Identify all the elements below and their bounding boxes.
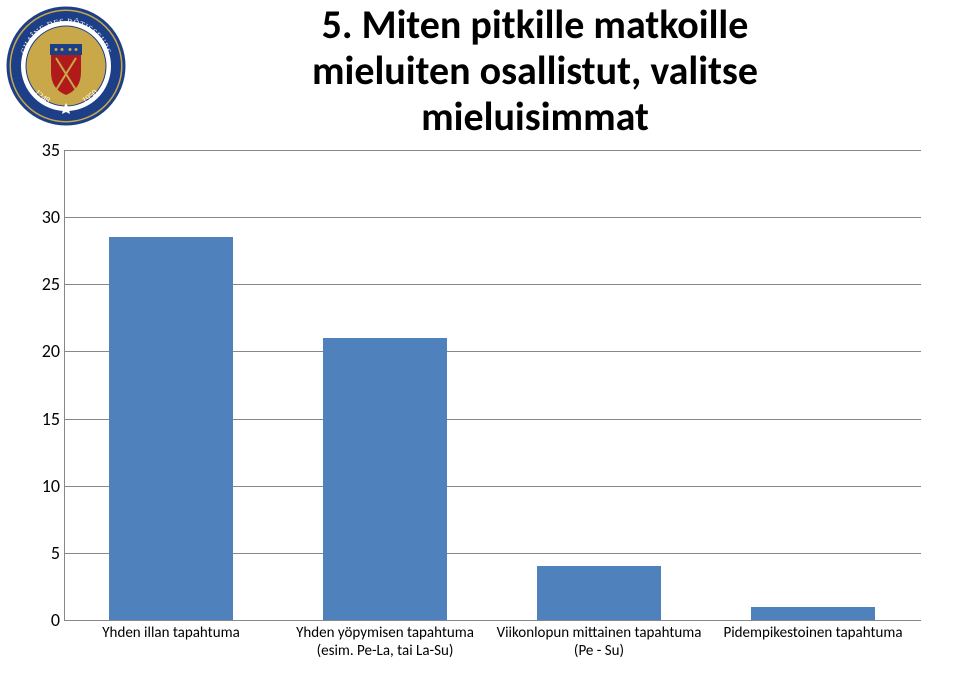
x-tick-label: Yhden illan tapahtuma xyxy=(64,624,278,642)
y-tick-label: 0 xyxy=(30,609,60,631)
x-tick-label: Pidempikestoinen tapahtuma xyxy=(706,624,920,642)
bar xyxy=(751,607,875,620)
x-tick-label: Yhden yöpymisen tapahtuma (esim. Pe-La, … xyxy=(278,624,492,660)
slide: CHAÎNE DES RÔTISSEURS 1248 1950 5. Miten… xyxy=(0,0,960,686)
y-tick-label: 30 xyxy=(30,206,60,228)
y-tick-label: 15 xyxy=(30,408,60,430)
y-tick-label: 35 xyxy=(30,139,60,161)
bar xyxy=(537,566,661,620)
bar-chart: 05101520253035 Yhden illan tapahtumaYhde… xyxy=(30,150,930,670)
bar xyxy=(323,338,447,620)
y-tick-label: 20 xyxy=(30,340,60,362)
title-line-1: 5. Miten pitkille matkoille xyxy=(322,0,749,49)
y-tick-label: 25 xyxy=(30,273,60,295)
logo: CHAÎNE DES RÔTISSEURS 1248 1950 xyxy=(6,6,126,126)
bar xyxy=(109,237,233,620)
x-tick-label: Viikonlopun mittainen tapahtuma (Pe - Su… xyxy=(492,624,706,660)
y-tick-label: 10 xyxy=(30,475,60,497)
page-title: 5. Miten pitkille matkoille mieluiten os… xyxy=(130,2,940,140)
title-line-3: mieluisimmat xyxy=(421,92,649,141)
y-tick-label: 5 xyxy=(30,542,60,564)
title-line-2: mieluiten osallistut, valitse xyxy=(312,46,758,95)
